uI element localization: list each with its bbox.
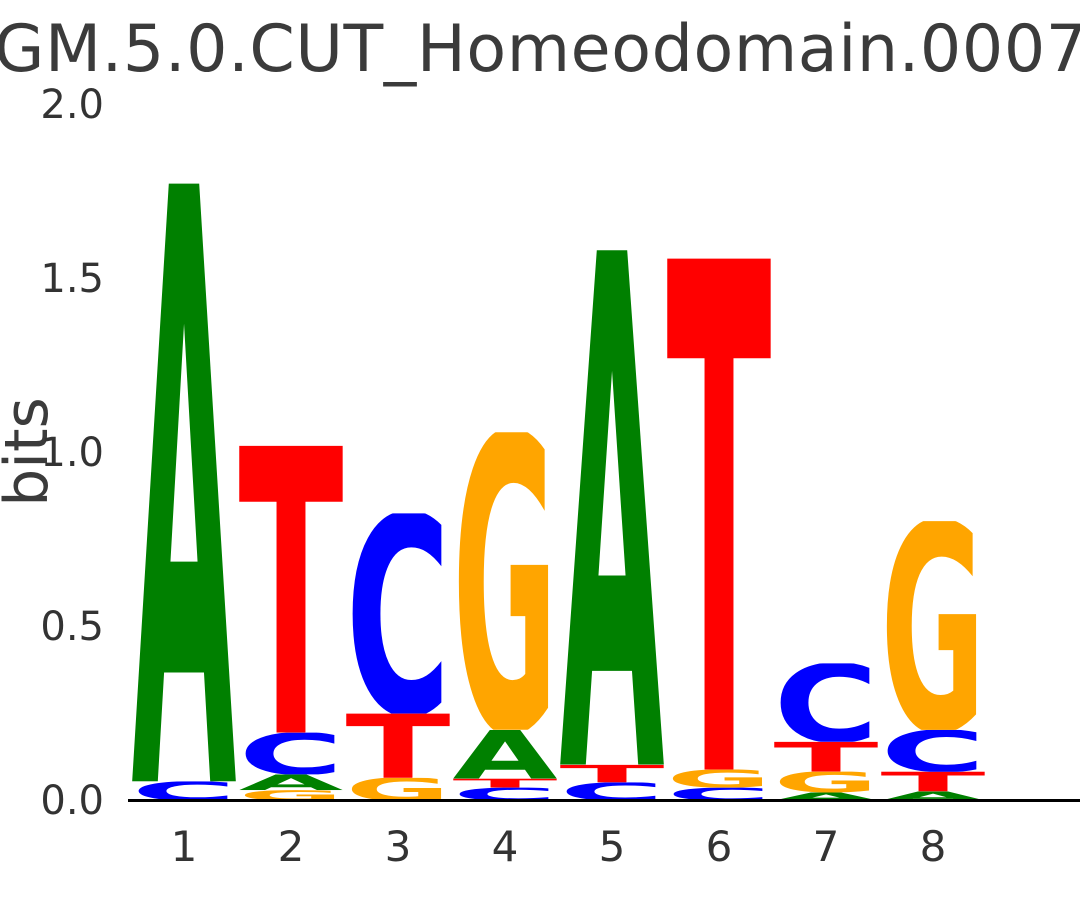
- logo-letter-pos4-A: A: [453, 717, 558, 794]
- x-tick-label-6: 6: [705, 822, 733, 871]
- logo-letter-pos1-C: C: [132, 776, 237, 806]
- svg-text:T: T: [881, 767, 987, 798]
- x-tick-label-4: 4: [491, 822, 519, 871]
- x-tick-label-5: 5: [598, 822, 626, 871]
- logo-letter-pos3-C: C: [346, 459, 451, 778]
- svg-text:G: G: [881, 466, 986, 798]
- logo-letter-pos6-G: G: [667, 765, 772, 794]
- logo-letter-pos8-T: T: [881, 767, 987, 798]
- svg-text:C: C: [132, 776, 237, 806]
- x-tick-label-2: 2: [277, 822, 305, 871]
- logo-letter-pos8-A: A: [881, 789, 986, 803]
- y-tick-label-0.0: 0.0: [40, 777, 104, 824]
- svg-text:A: A: [132, 21, 238, 900]
- logo-letter-pos7-A: A: [774, 790, 879, 803]
- svg-text:A: A: [881, 789, 986, 803]
- x-axis-spine: [128, 799, 1080, 802]
- svg-text:G: G: [774, 766, 879, 799]
- svg-text:C: C: [453, 784, 558, 805]
- logo-letter-pos4-G: G: [453, 352, 558, 827]
- svg-text:G: G: [453, 352, 558, 827]
- logo-letter-pos4-T: T: [453, 776, 559, 790]
- svg-text:C: C: [774, 642, 879, 767]
- svg-text:T: T: [667, 120, 773, 900]
- logo-letter-pos6-C: C: [667, 784, 772, 805]
- logo-letter-pos7-T: T: [774, 734, 879, 782]
- svg-text:T: T: [560, 760, 665, 788]
- svg-text:A: A: [239, 770, 345, 795]
- x-tick-label-8: 8: [919, 822, 947, 871]
- svg-text:T: T: [346, 697, 451, 800]
- logo-letter-pos7-G: G: [774, 766, 879, 799]
- logo-letter-pos2-T: T: [239, 367, 345, 825]
- svg-text:C: C: [239, 721, 344, 788]
- y-tick-label-2.0: 2.0: [40, 81, 104, 128]
- y-tick-label-0.5: 0.5: [40, 603, 104, 650]
- x-tick-label-1: 1: [170, 822, 198, 871]
- logo-letter-pos8-G: G: [881, 466, 986, 798]
- y-tick-label-1.0: 1.0: [40, 429, 104, 476]
- svg-text:A: A: [560, 111, 666, 900]
- logo-letter-pos3-G: G: [346, 772, 451, 808]
- svg-text:C: C: [667, 784, 772, 805]
- svg-text:A: A: [453, 717, 558, 794]
- figure-title: GM.5.0.CUT_Homeodomain.0007: [0, 12, 1080, 87]
- logo-letter-pos1-A: A: [132, 21, 238, 900]
- svg-text:C: C: [560, 778, 665, 807]
- svg-text:G: G: [667, 765, 772, 794]
- x-tick-label-3: 3: [384, 822, 412, 871]
- logo-letter-pos5-C: C: [560, 778, 665, 807]
- svg-text:C: C: [346, 459, 451, 778]
- y-tick-label-1.5: 1.5: [40, 255, 104, 302]
- svg-text:C: C: [881, 718, 986, 785]
- logo-letter-pos6-T: T: [667, 120, 773, 900]
- logo-letter-pos5-T: T: [560, 760, 665, 788]
- x-tick-label-7: 7: [812, 822, 840, 871]
- logo-letter-pos2-G: G: [239, 787, 344, 804]
- svg-text:G: G: [239, 787, 344, 804]
- logo-letter-pos4-C: C: [453, 784, 558, 805]
- svg-text:T: T: [774, 734, 879, 782]
- logo-letter-pos7-C: C: [774, 642, 879, 767]
- logo-letter-pos8-C: C: [881, 718, 986, 785]
- logo-letter-pos2-A: A: [239, 770, 345, 795]
- logo-letter-pos3-T: T: [346, 697, 451, 800]
- logo-letter-pos5-A: A: [560, 111, 666, 900]
- svg-text:G: G: [346, 772, 451, 808]
- logo-letter-pos2-C: C: [239, 721, 344, 788]
- svg-text:T: T: [453, 776, 559, 790]
- svg-text:A: A: [774, 790, 879, 803]
- svg-text:T: T: [239, 367, 345, 825]
